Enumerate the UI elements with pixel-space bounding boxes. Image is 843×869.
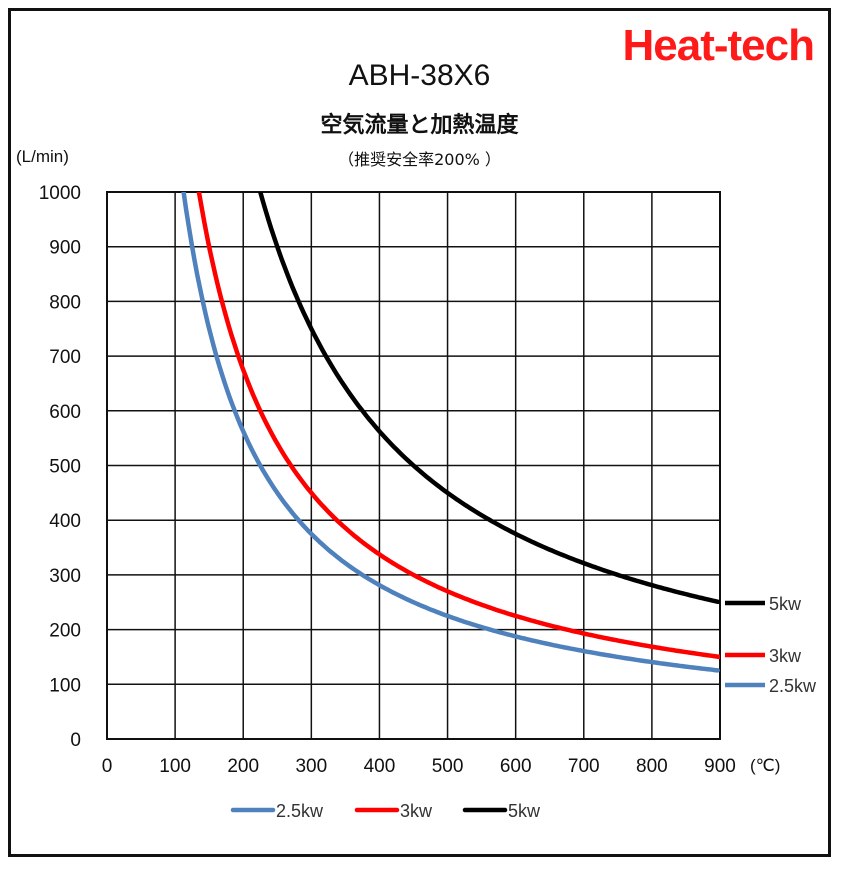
- x-tick-label: 700: [568, 756, 600, 777]
- end-label-2.5kw: 2.5kw: [769, 676, 817, 696]
- y-tick-label: 500: [49, 457, 81, 478]
- end-label-3kw: 3kw: [769, 646, 802, 666]
- x-tick-label: 400: [364, 756, 396, 777]
- chart-subtitle: 空気流量と加熱温度: [320, 113, 519, 138]
- y-tick-label: 400: [49, 511, 81, 532]
- x-tick-label: 500: [432, 756, 464, 777]
- legend-label-3kw: 3kw: [400, 801, 433, 821]
- x-tick-label: 600: [500, 756, 532, 777]
- y-tick-label: 900: [49, 238, 81, 259]
- y-tick-label: 600: [49, 402, 81, 423]
- brand-logo: Heat-tech: [622, 21, 815, 70]
- y-tick-label: 200: [49, 621, 81, 642]
- x-tick-label: 900: [704, 756, 736, 777]
- y-tick-label: 300: [49, 566, 81, 587]
- legend-label-2.5kw: 2.5kw: [276, 801, 324, 821]
- x-axis-label: (℃): [750, 756, 780, 775]
- chart-note: （推奨安全率200% ）: [338, 150, 501, 169]
- x-tick-label: 100: [159, 756, 191, 777]
- x-tick-label: 0: [102, 756, 113, 777]
- y-tick-label: 700: [49, 347, 81, 368]
- x-tick-label: 200: [227, 756, 259, 777]
- x-tick-label: 300: [295, 756, 327, 777]
- y-tick-label: 1000: [39, 183, 81, 204]
- x-tick-label: 800: [636, 756, 668, 777]
- chart-title: ABH-38X6: [348, 59, 491, 92]
- series-line-2.5kw: [181, 192, 720, 673]
- y-tick-label: 800: [49, 292, 81, 313]
- series-line-5kw: [258, 192, 720, 605]
- y-tick-label: 100: [49, 675, 81, 696]
- legend-label-5kw: 5kw: [508, 801, 541, 821]
- series-line-3kw: [196, 192, 720, 660]
- y-tick-label: 0: [70, 730, 81, 751]
- end-label-5kw: 5kw: [769, 594, 802, 614]
- y-axis-label: (L/min): [16, 147, 69, 166]
